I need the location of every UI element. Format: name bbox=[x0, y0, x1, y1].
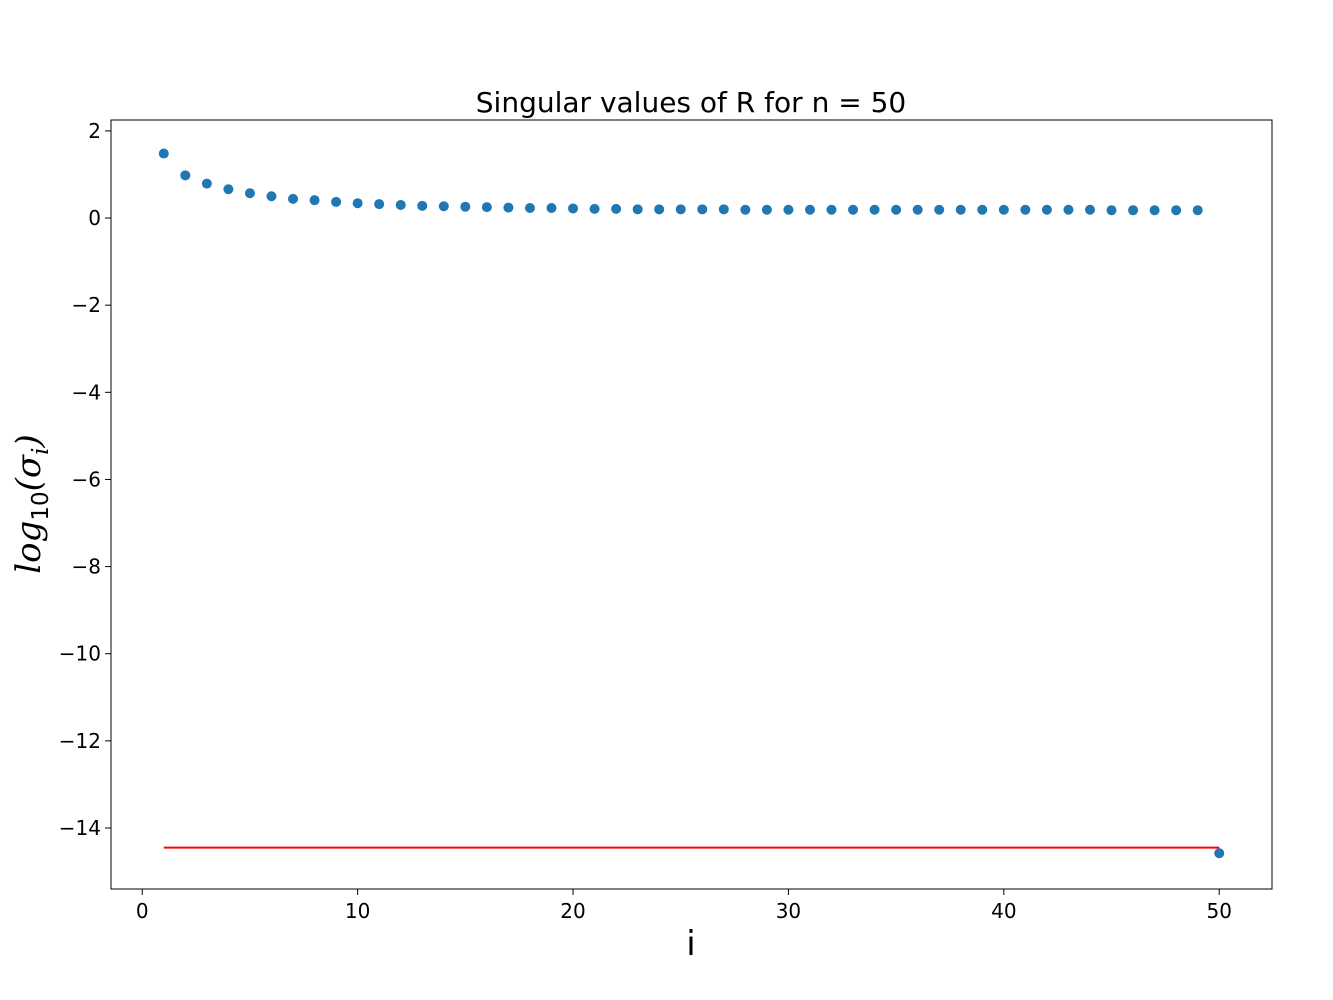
x-tick-label: 40 bbox=[991, 899, 1016, 923]
data-point bbox=[352, 198, 363, 209]
data-point bbox=[804, 204, 815, 215]
y-tick-label: −14 bbox=[59, 816, 101, 840]
x-tick-label: 0 bbox=[136, 899, 149, 923]
plot-frame bbox=[110, 119, 1273, 890]
data-point bbox=[675, 204, 686, 215]
data-point bbox=[309, 195, 320, 206]
data-point bbox=[158, 148, 169, 159]
data-point bbox=[395, 199, 406, 210]
data-point bbox=[417, 200, 428, 211]
data-point bbox=[611, 203, 622, 214]
data-point bbox=[1063, 204, 1074, 215]
data-point bbox=[934, 204, 945, 215]
data-point bbox=[740, 204, 751, 215]
data-point bbox=[438, 201, 449, 212]
y-tick-label: 0 bbox=[88, 206, 101, 230]
data-point bbox=[374, 199, 385, 210]
data-point bbox=[589, 203, 600, 214]
x-tick-label: 50 bbox=[1207, 899, 1232, 923]
data-point bbox=[180, 170, 191, 181]
data-point bbox=[546, 203, 557, 214]
data-point bbox=[912, 204, 923, 215]
data-point bbox=[201, 178, 212, 189]
data-point bbox=[244, 188, 255, 199]
data-point bbox=[1084, 204, 1095, 215]
y-tick-label: −12 bbox=[59, 729, 101, 753]
y-tick-label: −4 bbox=[72, 380, 101, 404]
data-point bbox=[1041, 204, 1052, 215]
data-point bbox=[288, 193, 299, 204]
x-tick-label: 20 bbox=[560, 899, 585, 923]
data-point bbox=[1192, 205, 1203, 216]
data-point bbox=[1106, 205, 1117, 216]
y-axis-label-base-subscript: 10 bbox=[28, 491, 54, 520]
y-tick-label: −8 bbox=[72, 555, 101, 579]
data-point bbox=[266, 191, 277, 202]
y-axis-label-symbol: σ bbox=[9, 454, 49, 478]
data-point bbox=[891, 204, 902, 215]
y-axis-label-open-paren: ( bbox=[9, 477, 49, 491]
data-point bbox=[223, 184, 234, 195]
y-tick-label: −2 bbox=[72, 293, 101, 317]
data-point bbox=[977, 204, 988, 215]
y-tick-label: −10 bbox=[59, 642, 101, 666]
plot-area bbox=[158, 148, 1225, 859]
data-point bbox=[1128, 205, 1139, 216]
y-axis-label-close-paren: ) bbox=[9, 434, 49, 448]
data-point bbox=[783, 204, 794, 215]
data-point bbox=[761, 204, 772, 215]
x-tick-label: 10 bbox=[345, 899, 370, 923]
data-point bbox=[697, 204, 708, 215]
data-point bbox=[524, 203, 535, 214]
data-point bbox=[1020, 204, 1031, 215]
data-point bbox=[848, 204, 859, 215]
x-axis-label: i bbox=[686, 924, 695, 964]
y-axis-label: log10(σi) bbox=[9, 434, 54, 574]
data-point bbox=[632, 204, 643, 215]
data-point bbox=[654, 204, 665, 215]
data-point bbox=[826, 204, 837, 215]
data-point bbox=[998, 204, 1009, 215]
data-point bbox=[460, 201, 471, 212]
y-tick-label: 2 bbox=[88, 119, 101, 143]
data-point bbox=[568, 203, 579, 214]
x-axis: 0 10 20 30 40 50 bbox=[136, 889, 1232, 923]
data-point bbox=[718, 204, 729, 215]
data-point bbox=[869, 204, 880, 215]
data-point bbox=[1171, 205, 1182, 216]
data-point bbox=[503, 202, 514, 213]
y-axis: 2 0 −2 −4 −6 −8 −10 −12 −14 bbox=[59, 119, 111, 840]
chart-title: Singular values of R for n = 50 bbox=[476, 86, 906, 119]
data-point bbox=[1214, 848, 1225, 859]
data-point bbox=[481, 202, 492, 213]
data-point bbox=[955, 204, 966, 215]
y-tick-label: −6 bbox=[72, 467, 101, 491]
x-tick-label: 30 bbox=[776, 899, 801, 923]
y-axis-label-base: log bbox=[9, 521, 49, 574]
data-point bbox=[1149, 205, 1160, 216]
y-axis-label-symbol-subscript: i bbox=[28, 448, 54, 455]
data-point bbox=[331, 196, 342, 207]
